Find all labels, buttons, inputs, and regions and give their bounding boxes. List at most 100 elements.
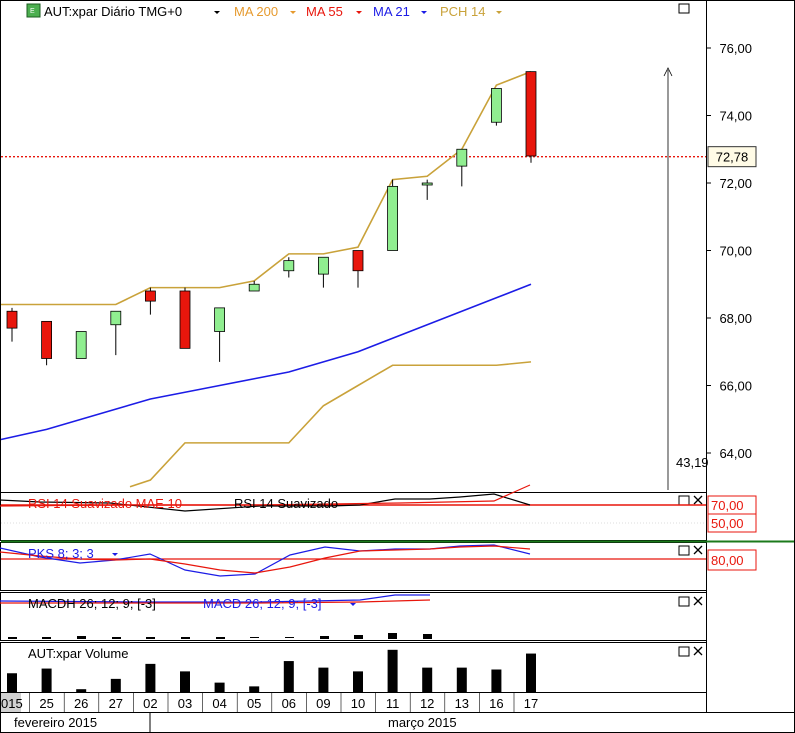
candles [6, 71, 537, 366]
candle-body[interactable] [6, 310, 18, 329]
month-label-feb: fevereiro 2015 [14, 715, 97, 730]
chevron-down-icon[interactable] [112, 553, 118, 556]
macd-line [0, 594, 430, 603]
candle-body[interactable] [490, 88, 502, 123]
macd-histogram-bar [320, 636, 329, 639]
symbol-label[interactable]: AUT:xpar Diário TMG+0 [44, 4, 182, 19]
candle-body[interactable] [41, 320, 52, 359]
date-label: 17 [524, 696, 538, 711]
pks-signal-line [0, 545, 531, 574]
date-label: 26 [74, 696, 88, 711]
volume-bar [110, 678, 121, 692]
candle-body[interactable] [144, 290, 156, 302]
legend-pch14[interactable]: PCH 14 [440, 4, 486, 19]
pch14-lower-line [129, 361, 532, 488]
date-label: 09 [316, 696, 330, 711]
date-label: 05 [247, 696, 261, 711]
price-axis-ticks: 76,00 74,00 72,00 70,00 68,00 66,00 64,00 [706, 41, 752, 461]
close-icon[interactable] [693, 545, 703, 555]
last-price-label: 72,78 [716, 150, 749, 165]
volume-bar [422, 667, 433, 692]
candle-body[interactable] [421, 182, 433, 186]
legend-ma200[interactable]: MA 200 [234, 4, 278, 19]
chevron-down-icon[interactable] [421, 11, 427, 14]
rsi-50-box [707, 513, 757, 533]
volume-bar [526, 653, 536, 692]
maximize-icon[interactable] [678, 3, 690, 14]
price-tick-label: 76,00 [719, 41, 752, 56]
date-label: 06 [282, 696, 296, 711]
candle-body[interactable] [283, 260, 295, 272]
volume-bar [145, 663, 156, 692]
close-icon[interactable] [693, 646, 703, 656]
chevron-down-icon[interactable] [290, 11, 296, 14]
rsi-line [0, 493, 531, 512]
range-label: 43,19 [676, 455, 709, 470]
chevron-down-icon[interactable] [496, 11, 502, 14]
rsi-70-label: 70,00 [711, 498, 744, 513]
candle-body[interactable] [179, 290, 191, 349]
maximize-icon[interactable] [678, 545, 690, 556]
macd-histogram-bar [354, 635, 363, 639]
candle-body[interactable] [387, 185, 399, 251]
macd-histogram-bar [388, 633, 397, 639]
indicator-lines [0, 70, 532, 488]
price-tick-label: 64,00 [719, 446, 752, 461]
candle-body[interactable] [352, 250, 364, 272]
candle-body[interactable] [456, 148, 468, 167]
price-tick-label: 66,00 [719, 379, 752, 394]
candle-body[interactable] [317, 256, 329, 275]
candle-body[interactable] [248, 283, 260, 292]
legend-ma21[interactable]: MA 21 [373, 4, 410, 19]
macd-histogram-bar [181, 637, 190, 639]
rsi-panel[interactable] [0, 492, 707, 541]
rsi-title-mae[interactable]: RSI 14 Suavizado MAE 10 [28, 496, 182, 511]
maximize-icon[interactable] [678, 646, 690, 657]
close-icon[interactable] [693, 596, 703, 606]
macd-histogram-bar [112, 637, 121, 639]
volume-bar [283, 661, 294, 692]
app-logo-mark: E [30, 8, 35, 15]
chevron-down-icon[interactable] [214, 11, 220, 14]
candle-body[interactable] [75, 331, 87, 359]
pks-title[interactable]: PKS 8; 3; 3 [28, 546, 94, 561]
volume-bar [180, 671, 190, 692]
date-label: 015 [1, 696, 23, 711]
macd-histogram-bar [146, 637, 155, 639]
legend-ma55[interactable]: MA 55 [306, 4, 343, 19]
date-label: 10 [351, 696, 365, 711]
volume-bar [318, 667, 329, 692]
rsi-title[interactable]: RSI 14 Suavizado [234, 496, 338, 511]
date-labels: 015 25 26 27 02 03 04 05 06 09 10 11 12 13 16 17 [1, 693, 538, 712]
date-label: 12 [420, 696, 434, 711]
rsi-50-label: 50,00 [711, 516, 744, 531]
macd-title[interactable]: MACD 26; 12; 9; [-3] [203, 596, 322, 611]
close-icon[interactable] [693, 495, 703, 505]
price-panel[interactable] [0, 0, 707, 493]
macdh-title[interactable]: MACDH 26; 12; 9; [-3] [28, 596, 156, 611]
volume-bar [249, 686, 260, 692]
chevron-down-icon[interactable] [356, 11, 362, 14]
macd-histogram-bar [42, 637, 51, 639]
macd-histogram-bar [77, 636, 86, 639]
candle-body[interactable] [214, 307, 226, 332]
date-label: 02 [143, 696, 157, 711]
date-label: 16 [489, 696, 503, 711]
candle-body[interactable] [525, 71, 537, 157]
date-label: 13 [455, 696, 469, 711]
volume-bar [456, 667, 467, 692]
volume-title[interactable]: AUT:xpar Volume [28, 646, 128, 661]
chevron-down-icon[interactable] [350, 603, 356, 606]
month-label-mar: março 2015 [388, 715, 457, 730]
date-label: 04 [212, 696, 226, 711]
macd-histogram-bar [250, 637, 259, 638]
maximize-icon[interactable] [678, 495, 690, 506]
candle-body[interactable] [110, 310, 122, 326]
maximize-icon[interactable] [678, 596, 690, 607]
ma21-line [0, 283, 532, 441]
range-arrow-head-icon [663, 67, 673, 77]
date-label: 03 [178, 696, 192, 711]
rsi-smoothed-line [0, 484, 531, 507]
last-price-box [707, 146, 757, 168]
